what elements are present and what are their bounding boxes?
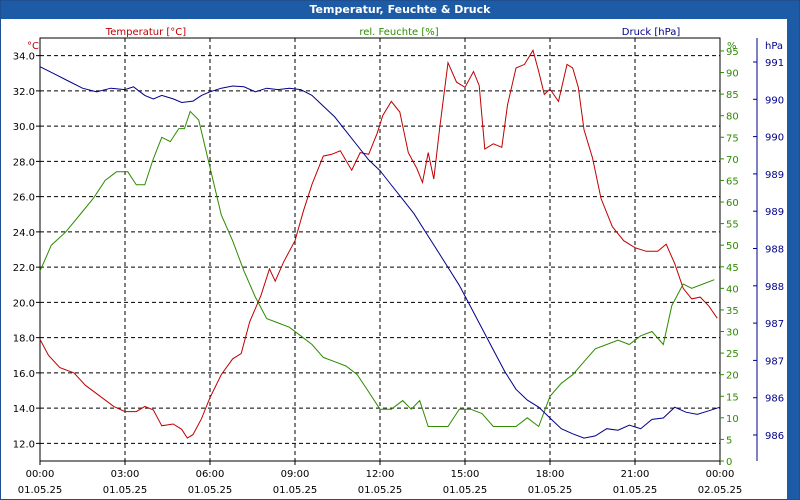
pressure-tick-label: 989 xyxy=(765,170,784,181)
temp-axis-title: Temperatur [°C] xyxy=(105,27,186,38)
window-title: Temperatur, Feuchte & Druck xyxy=(1,1,799,19)
temp-tick-label: 18.0 xyxy=(13,334,35,345)
temp-tick-label: 24.0 xyxy=(13,228,35,239)
pressure-tick-label: 990 xyxy=(765,95,784,106)
humidity-tick-label: 15 xyxy=(726,392,739,403)
humidity-tick-label: 75 xyxy=(726,133,739,144)
humidity-tick-label: 60 xyxy=(726,198,739,209)
humidity-tick-label: 5 xyxy=(726,435,732,446)
series-line-humidity xyxy=(39,110,715,428)
humidity-tick-label: 20 xyxy=(726,371,739,382)
pressure-axis-title: Druck [hPa] xyxy=(622,27,681,38)
temp-tick-label: 32.0 xyxy=(13,87,35,98)
temp-tick-label: 22.0 xyxy=(13,263,35,274)
pressure-tick-label: 987 xyxy=(765,319,784,330)
humidity-tick-label: 65 xyxy=(726,176,739,187)
x-tick-date: 01.05.25 xyxy=(358,485,403,496)
x-tick-time: 21:00 xyxy=(621,469,650,480)
humidity-tick-label: 90 xyxy=(726,69,739,80)
pressure-tick-label: 988 xyxy=(765,282,784,293)
humidity-tick-label: 50 xyxy=(726,241,739,252)
x-tick-time: 00:00 xyxy=(706,469,735,480)
humidity-tick-label: 70 xyxy=(726,155,739,166)
humidity-tick-label: 35 xyxy=(726,306,739,317)
temp-unit-label: °C xyxy=(27,41,39,52)
x-tick-date: 01.05.25 xyxy=(103,485,148,496)
humidity-tick-label: 0 xyxy=(726,457,732,468)
pressure-tick-label: 986 xyxy=(765,431,784,442)
temp-tick-label: 16.0 xyxy=(13,369,35,380)
humidity-tick-label: 25 xyxy=(726,349,739,360)
temp-tick-label: 28.0 xyxy=(13,157,35,168)
temp-tick-label: 20.0 xyxy=(13,298,35,309)
pressure-tick-label: 988 xyxy=(765,245,784,256)
temp-tick-label: 30.0 xyxy=(13,122,35,133)
x-tick-time: 00:00 xyxy=(26,469,55,480)
right-frame-strip xyxy=(787,19,799,499)
pressure-tick-label: 989 xyxy=(765,207,784,218)
humidity-tick-label: 10 xyxy=(726,414,739,425)
x-tick-date: 01.05.25 xyxy=(443,485,488,496)
x-tick-date: 01.05.25 xyxy=(613,485,658,496)
humidity-unit-label: % xyxy=(727,41,737,52)
x-tick-time: 12:00 xyxy=(366,469,395,480)
pressure-tick-label: 986 xyxy=(765,394,784,405)
pressure-tick-label: 987 xyxy=(765,356,784,367)
humidity-tick-label: 80 xyxy=(726,112,739,123)
humidity-tick-label: 30 xyxy=(726,328,739,339)
pressure-unit-label: hPa xyxy=(765,41,783,52)
humidity-tick-label: 45 xyxy=(726,263,739,274)
humidity-axis-title: rel. Feuchte [%] xyxy=(359,27,438,38)
x-tick-time: 15:00 xyxy=(451,469,480,480)
x-tick-date: 01.05.25 xyxy=(273,485,318,496)
x-tick-date: 02.05.25 xyxy=(698,485,743,496)
temp-tick-label: 14.0 xyxy=(13,404,35,415)
humidity-tick-label: 95 xyxy=(726,47,739,58)
x-tick-time: 09:00 xyxy=(281,469,310,480)
x-tick-date: 01.05.25 xyxy=(528,485,573,496)
temp-tick-label: 12.0 xyxy=(13,439,35,450)
series-line-pressure xyxy=(39,66,721,439)
x-tick-time: 18:00 xyxy=(536,469,565,480)
x-tick-time: 03:00 xyxy=(111,469,140,480)
pressure-tick-label: 990 xyxy=(765,133,784,144)
x-tick-date: 01.05.25 xyxy=(18,485,63,496)
humidity-tick-label: 55 xyxy=(726,220,739,231)
x-tick-time: 06:00 xyxy=(196,469,225,480)
humidity-tick-label: 85 xyxy=(726,90,739,101)
temp-tick-label: 26.0 xyxy=(13,193,35,204)
pressure-tick-label: 991 xyxy=(765,58,784,69)
x-tick-date: 01.05.25 xyxy=(188,485,233,496)
humidity-tick-label: 40 xyxy=(726,284,739,295)
series-line-temperature xyxy=(39,49,718,439)
temp-tick-label: 34.0 xyxy=(13,52,35,63)
